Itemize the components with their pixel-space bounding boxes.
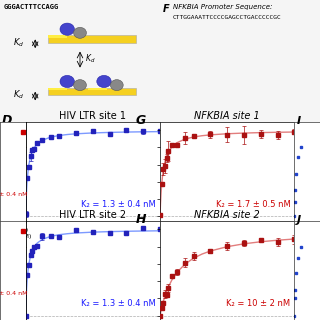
Text: D: D — [1, 114, 12, 127]
Ellipse shape — [60, 76, 75, 88]
Ellipse shape — [110, 80, 123, 91]
Bar — [88, 88, 107, 90]
Text: K₂ = 10 ± 2 nM: K₂ = 10 ± 2 nM — [226, 299, 290, 308]
X-axis label: [NFkB] (nM): [NFkB] (nM) — [0, 234, 31, 239]
Text: ± 0.4 nM: ± 0.4 nM — [0, 291, 27, 296]
Text: ± 0.4 nM: ± 0.4 nM — [0, 192, 27, 197]
Text: J: J — [296, 215, 300, 225]
Title: NFKBIA site 2: NFKBIA site 2 — [194, 210, 260, 220]
Ellipse shape — [97, 76, 111, 88]
Text: $K_d$: $K_d$ — [85, 52, 95, 65]
Text: G: G — [136, 114, 146, 127]
Bar — [48, 35, 136, 43]
Bar — [48, 35, 67, 38]
Text: $K_d$: $K_d$ — [13, 36, 24, 49]
Text: E: E — [1, 213, 10, 226]
Bar — [48, 88, 136, 95]
Ellipse shape — [74, 28, 86, 38]
Text: K₂ = 1.3 ± 0.4 nM: K₂ = 1.3 ± 0.4 nM — [81, 299, 156, 308]
Text: K₂ = 1.7 ± 0.5 nM: K₂ = 1.7 ± 0.5 nM — [216, 200, 290, 209]
Y-axis label: Change in anisotropy: Change in anisotropy — [0, 130, 9, 212]
Text: K₂ = 1.3 ± 0.4 nM: K₂ = 1.3 ± 0.4 nM — [81, 200, 156, 209]
Bar — [48, 88, 67, 90]
Text: NFKBIA Promoter Sequence:: NFKBIA Promoter Sequence: — [173, 4, 272, 10]
Text: F: F — [163, 4, 170, 14]
Text: I: I — [296, 116, 300, 126]
Text: GGGACTTTCCAGG: GGGACTTTCCAGG — [3, 4, 59, 10]
Ellipse shape — [74, 80, 86, 91]
Text: CTTGGAAATTCCCCGAGCCTGACCCCCGC: CTTGGAAATTCCCCGAGCCTGACCCCCGC — [173, 15, 282, 20]
Text: $K_d$: $K_d$ — [13, 89, 24, 101]
X-axis label: [NFkB] (nM): [NFkB] (nM) — [70, 232, 116, 241]
Y-axis label: Change in anisotropy: Change in anisotropy — [0, 229, 9, 311]
Title: HIV LTR site 2: HIV LTR site 2 — [59, 210, 126, 220]
Text: H: H — [136, 213, 146, 226]
X-axis label: [NFkB] (nM): [NFkB] (nM) — [204, 232, 250, 241]
Ellipse shape — [60, 23, 75, 35]
Title: HIV LTR site 1: HIV LTR site 1 — [59, 111, 126, 121]
Title: NFKBIA site 1: NFKBIA site 1 — [194, 111, 260, 121]
